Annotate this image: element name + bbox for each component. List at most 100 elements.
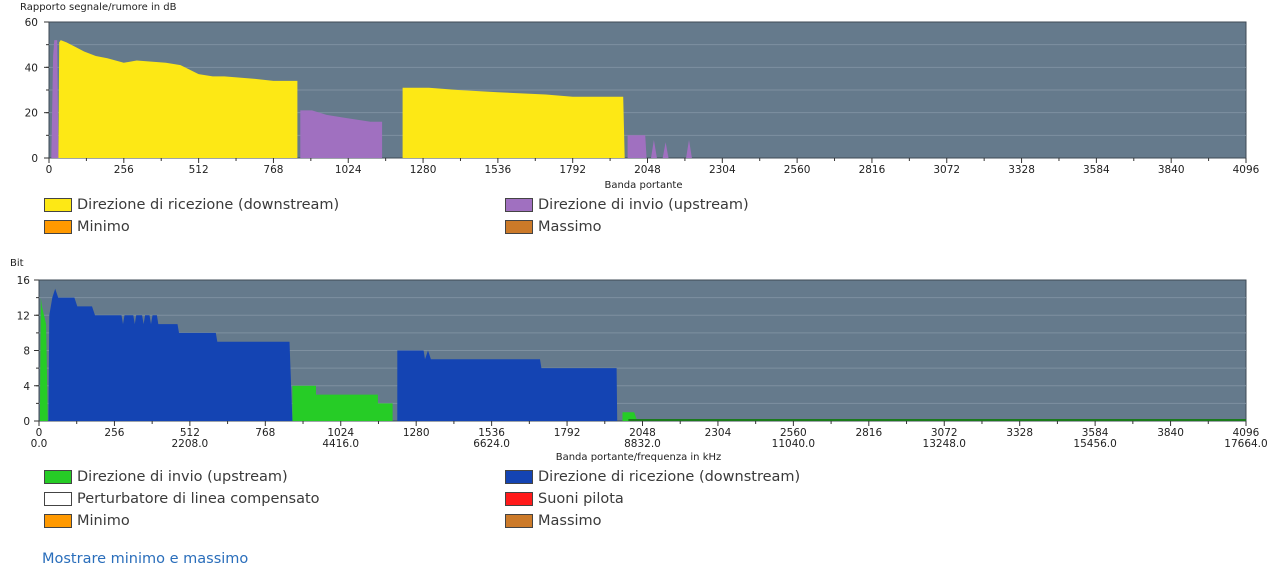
x-secondary-tick-label: 11040.0 — [772, 438, 815, 450]
show-min-max-link[interactable]: Mostrare minimo e massimo — [42, 551, 249, 567]
series-direzione-di-ricezione-downstream-area-1 — [58, 40, 298, 158]
legend-item-direzione-di-invio-upstream: Direzione di invio (upstream) — [505, 196, 749, 214]
x-tick-label: 2816 — [859, 164, 886, 176]
x-tick-label: 1024 — [335, 164, 362, 176]
legend-swatch — [44, 470, 72, 484]
legend-item-direzione-di-invio-upstream: Direzione di invio (upstream) — [44, 468, 288, 486]
x-axis-label: Banda portante/frequenza in kHz — [556, 452, 722, 463]
legend-item-massimo: Massimo — [505, 512, 602, 530]
legend-swatch — [44, 492, 72, 506]
x-axis-label: Banda portante — [604, 180, 682, 191]
x-secondary-tick-label: 2208.0 — [172, 438, 209, 450]
legend-snr: Direzione di ricezione (downstream) Direz… — [44, 196, 804, 240]
series-direzione-di-ricezione-downstream-area-1 — [48, 288, 293, 421]
series-direzione-di-invio-upstream-area-3 — [627, 135, 647, 158]
series-direzione-di-invio-upstream-area-5 — [662, 142, 669, 158]
y-tick-label: 16 — [17, 275, 31, 287]
x-tick-label: 1792 — [554, 427, 581, 439]
x-tick-label: 3584 — [1082, 427, 1109, 439]
series-direzione-di-invio-upstream-area-1 — [39, 297, 48, 421]
x-tick-label: 3328 — [1006, 427, 1033, 439]
legend-swatch — [44, 198, 72, 212]
chart-2: 0 4 8 12 16 0 256 512 768 1024 1280 1536 1792 2048 230… — [10, 258, 1268, 463]
x-tick-label: 512 — [180, 427, 200, 439]
y-tick-label: 4 — [23, 381, 30, 393]
x-tick-label: 3328 — [1008, 164, 1035, 176]
y-tick-label: 12 — [17, 310, 30, 322]
legend-label: Massimo — [538, 513, 602, 529]
x-tick-label: 2048 — [629, 427, 656, 439]
legend-label: Suoni pilota — [538, 491, 624, 507]
legend-bits: Direzione di invio (upstream) Direzione d… — [44, 468, 804, 534]
x-tick-label: 256 — [104, 427, 124, 439]
x-tick-label: 768 — [255, 427, 275, 439]
x-secondary-tick-label: 15456.0 — [1073, 438, 1116, 450]
legend-label: Direzione di ricezione (downstream) — [77, 197, 340, 213]
x-tick-label: 1280 — [403, 427, 430, 439]
legend-label: Direzione di invio (upstream) — [77, 469, 288, 485]
legend-label: Perturbatore di linea compensato — [77, 491, 320, 507]
x-tick-label: 2560 — [784, 164, 811, 176]
x-secondary-tick-label: 8832.0 — [624, 438, 661, 450]
x-tick-label: 3840 — [1158, 164, 1185, 176]
x-tick-label: 512 — [189, 164, 209, 176]
legend-item-minimo: Minimo — [44, 218, 130, 236]
x-tick-label: 768 — [263, 164, 283, 176]
legend-label: Direzione di ricezione (downstream) — [538, 469, 801, 485]
legend-label: Direzione di invio (upstream) — [538, 197, 749, 213]
x-tick-label: 1536 — [478, 427, 505, 439]
series-direzione-di-invio-upstream-area-3 — [622, 412, 638, 421]
y-tick-label: 0 — [23, 416, 30, 428]
x-tick-label: 4096 — [1233, 164, 1260, 176]
x-secondary-tick-label: 6624.0 — [473, 438, 510, 450]
x-tick-label: 2304 — [705, 427, 732, 439]
x-tick-label: 3072 — [933, 164, 960, 176]
legend-item-direzione-di-ricezione-downstream: Direzione di ricezione (downstream) — [44, 196, 339, 214]
legend-swatch — [505, 198, 533, 212]
y-axis-label: Rapporto segnale/rumore in dB — [20, 2, 177, 13]
legend-item-perturbatore-di-linea-compensato: Perturbatore di linea compensato — [44, 490, 320, 508]
legend-item-suoni-pilota: Suoni pilota — [505, 490, 624, 508]
legend-label: Massimo — [538, 219, 602, 235]
legend-label: Minimo — [77, 513, 130, 529]
legend-item-direzione-di-ricezione-downstream: Direzione di ricezione (downstream) — [505, 468, 800, 486]
series-direzione-di-ricezione-downstream-area-2 — [402, 87, 625, 158]
series-direzione-di-invio-upstream-area-6 — [686, 139, 692, 158]
legend-label: Minimo — [77, 219, 130, 235]
x-tick-label: 1280 — [410, 164, 437, 176]
x-tick-label: 4096 — [1233, 427, 1260, 439]
x-secondary-tick-label: 0.0 — [31, 438, 48, 450]
x-tick-label: 2048 — [634, 164, 661, 176]
x-tick-label: 0 — [46, 164, 53, 176]
legend-swatch — [44, 220, 72, 234]
x-secondary-tick-label: 13248.0 — [923, 438, 966, 450]
x-tick-label: 1024 — [327, 427, 354, 439]
y-tick-label: 40 — [25, 62, 38, 74]
x-tick-label: 3840 — [1157, 427, 1184, 439]
x-tick-label: 0 — [36, 427, 43, 439]
chart-1: 0 20 40 60 0 256 512 768 1024 1280 1536 1792 2048 230… — [20, 2, 1260, 191]
y-tick-label: 0 — [31, 153, 38, 165]
series-direzione-di-invio-upstream-area-4 — [651, 139, 657, 158]
y-axis-label: Bit — [10, 258, 24, 269]
x-tick-label: 2560 — [780, 427, 807, 439]
x-secondary-tick-label: 4416.0 — [322, 438, 359, 450]
legend-swatch — [505, 514, 533, 528]
series-direzione-di-invio-upstream-area-2 — [300, 110, 383, 158]
x-tick-label: 2304 — [709, 164, 736, 176]
x-tick-label: 1536 — [485, 164, 512, 176]
series-direzione-di-invio-upstream-area-2 — [292, 385, 393, 421]
legend-item-massimo: Massimo — [505, 218, 602, 236]
x-tick-label: 3584 — [1083, 164, 1110, 176]
legend-swatch — [505, 492, 533, 506]
legend-swatch — [505, 470, 533, 484]
series-direzione-di-ricezione-downstream-area-2 — [397, 350, 618, 421]
x-tick-label: 256 — [114, 164, 134, 176]
y-tick-label: 8 — [23, 346, 30, 358]
x-tick-label: 2816 — [855, 427, 882, 439]
legend-swatch — [44, 514, 72, 528]
legend-swatch — [505, 220, 533, 234]
y-tick-label: 20 — [25, 108, 38, 120]
series-direzione-di-invio-upstream-area-1 — [51, 40, 59, 158]
